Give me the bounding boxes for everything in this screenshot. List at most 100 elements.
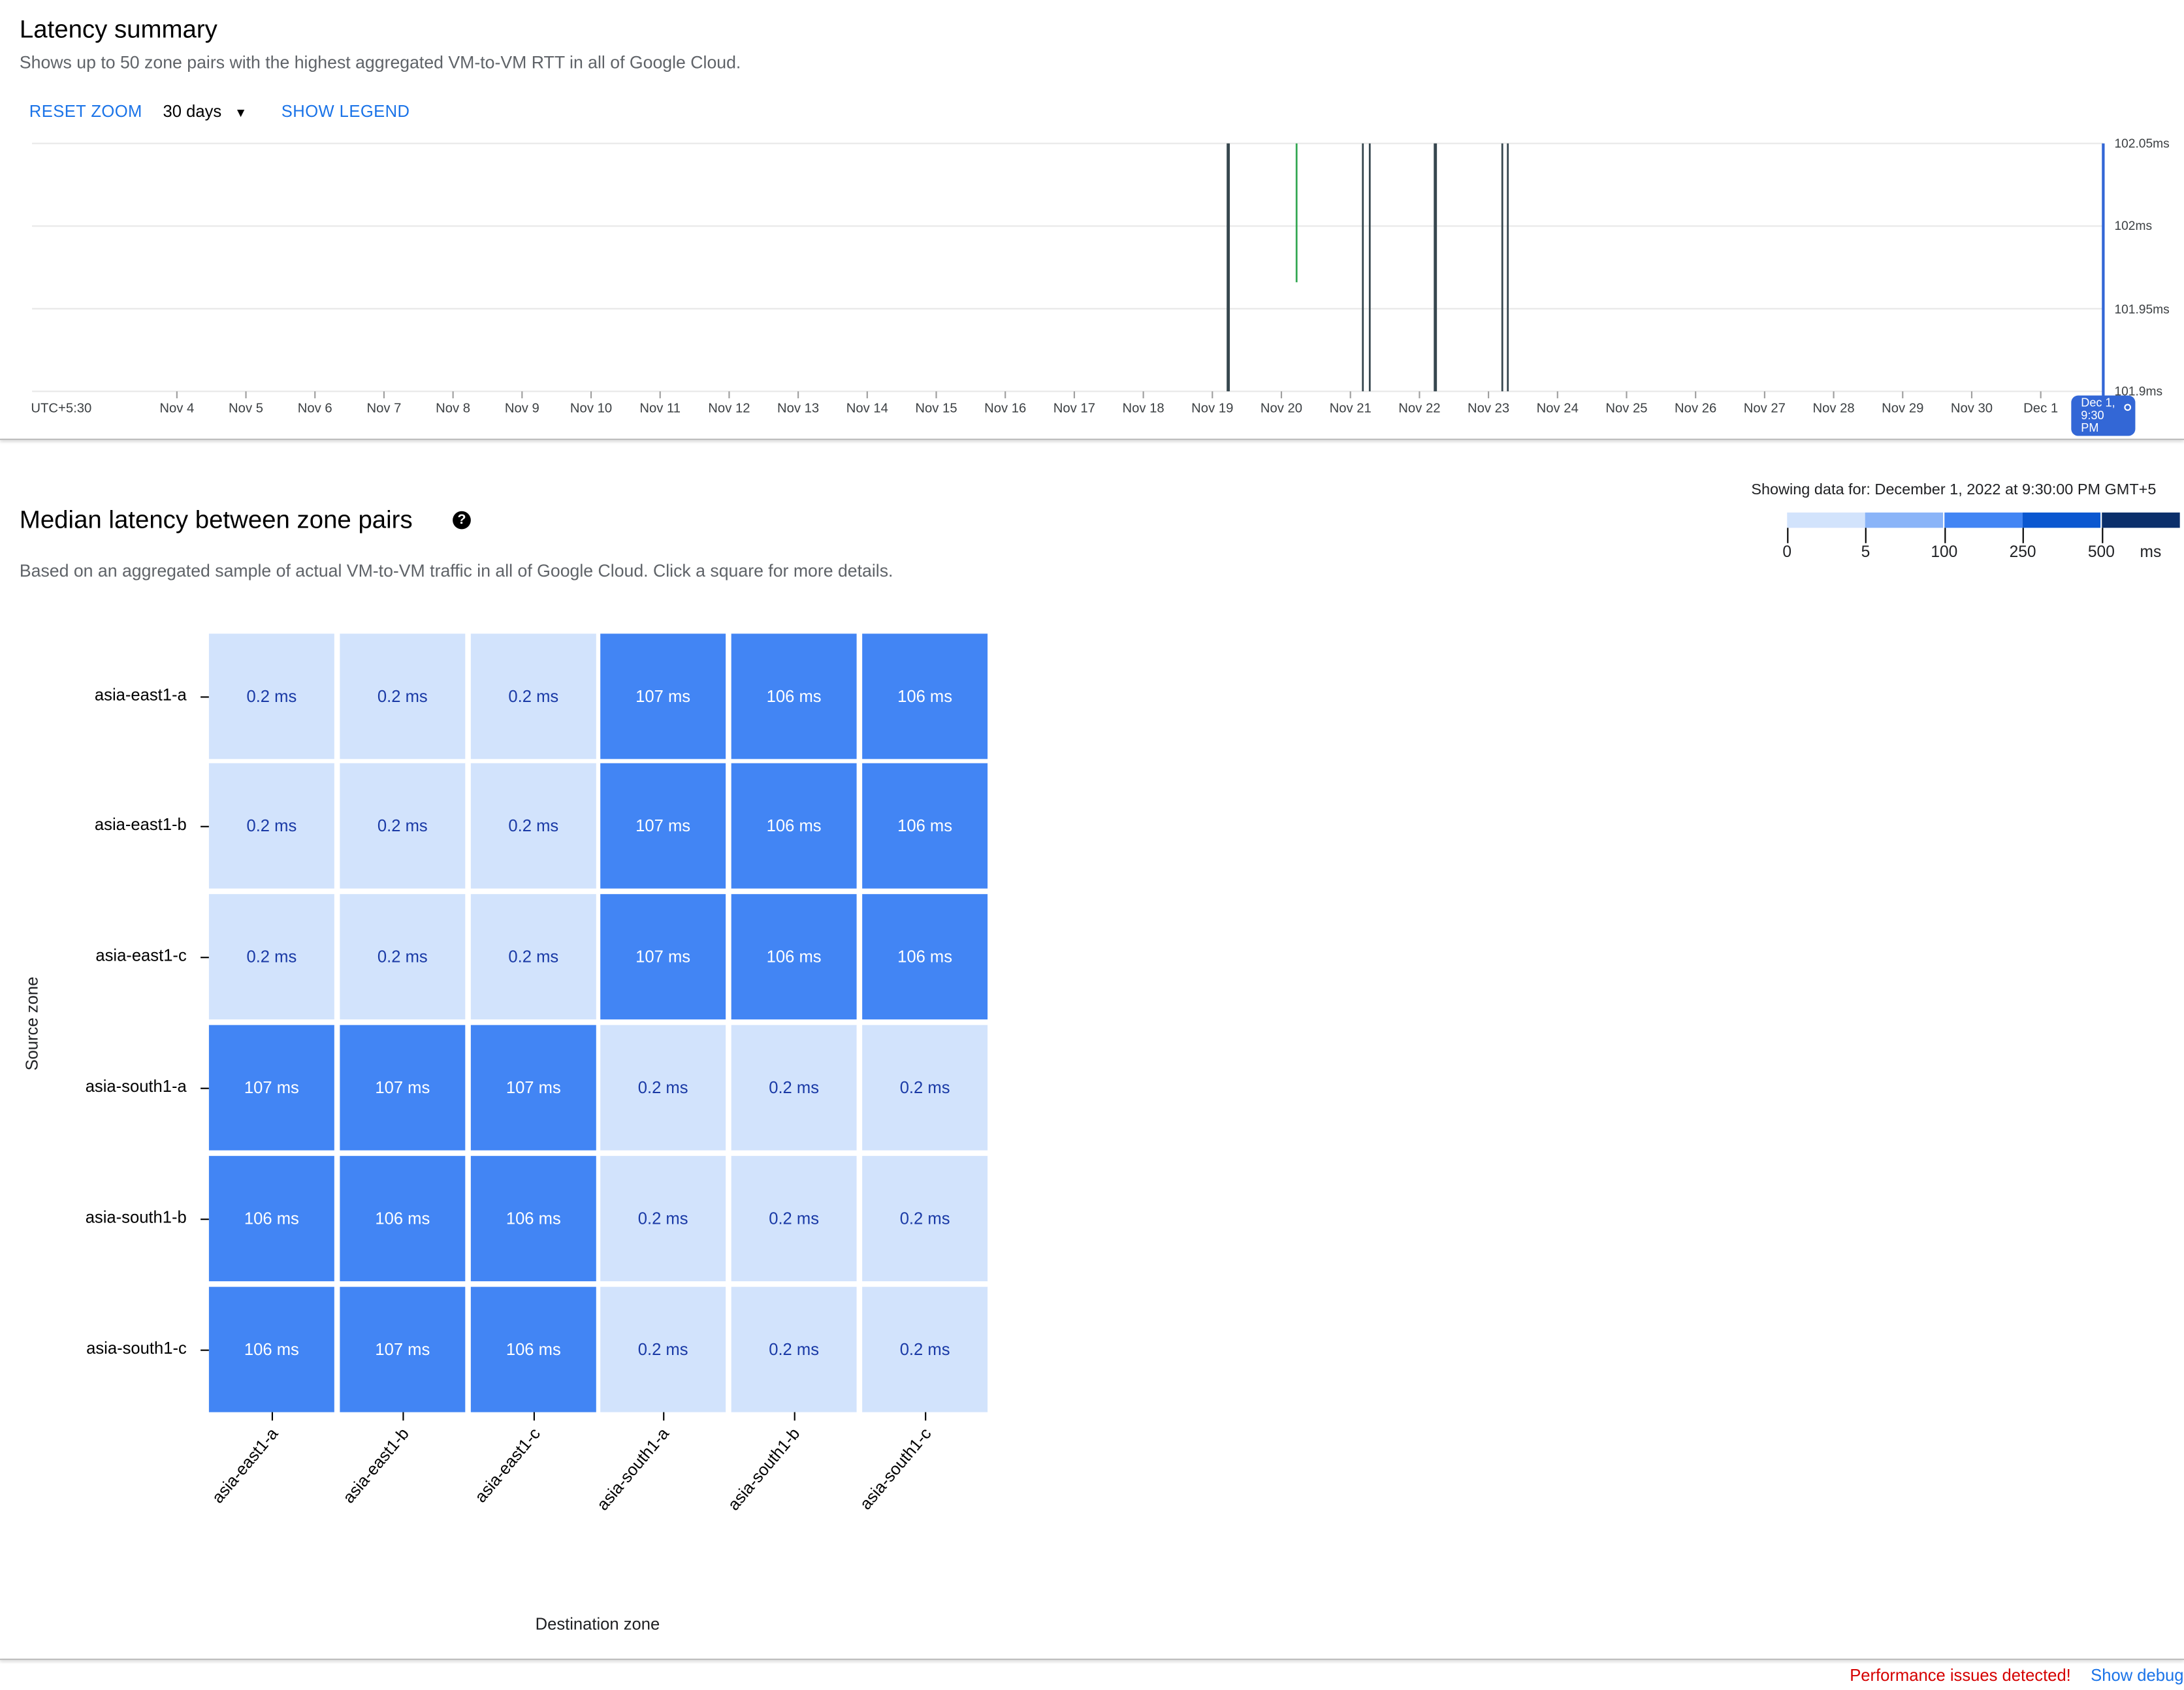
x-tick-label: Nov 6 <box>297 401 332 417</box>
legend-tick <box>1865 528 1867 543</box>
heatmap-cell[interactable]: 106 ms <box>470 1286 596 1412</box>
range-dropdown[interactable]: 30 days ▼ <box>163 102 248 121</box>
row-label: asia-east1-c <box>95 946 187 965</box>
heatmap-cell[interactable]: 106 ms <box>862 633 988 759</box>
x-tick-label: Nov 25 <box>1605 401 1648 417</box>
row-tick <box>201 1219 209 1220</box>
column-label: asia-south1-b <box>724 1424 805 1514</box>
heatmap-cell[interactable]: 106 ms <box>731 894 857 1020</box>
row-label: asia-south1-a <box>85 1076 187 1096</box>
heatmap-cell[interactable]: 107 ms <box>208 1025 334 1151</box>
heatmap-cell[interactable]: 0.2 ms <box>208 763 334 889</box>
legend-label: 100 <box>1931 544 1958 562</box>
y-tick-label: 101.9ms <box>2114 384 2163 398</box>
row-tick <box>201 1087 209 1089</box>
x-tick-label: Nov 12 <box>708 401 750 417</box>
heatmap-cell[interactable]: 0.2 ms <box>470 763 596 889</box>
x-tick-label: Nov 27 <box>1743 401 1786 417</box>
heatmap-cell[interactable]: 0.2 ms <box>470 633 596 759</box>
heatmap-cell[interactable]: 0.2 ms <box>731 1156 857 1282</box>
heatmap-cell[interactable]: 107 ms <box>600 894 726 1020</box>
show-debug-link[interactable]: Show debug p <box>2091 1665 2184 1685</box>
heatmap-cell[interactable]: 107 ms <box>600 633 726 759</box>
heatmap-cell[interactable]: 106 ms <box>862 763 988 889</box>
x-tick-label: Dec 1 <box>2023 401 2059 417</box>
heatmap-cell[interactable]: 0.2 ms <box>731 1286 857 1412</box>
legend-swatch <box>1944 512 2023 528</box>
performance-warning: Performance issues detected! <box>1850 1665 2071 1685</box>
heatmap-cell[interactable]: 107 ms <box>340 1286 466 1412</box>
cursor-time-label: Dec 1, 9:30 PM <box>2081 395 2115 435</box>
x-tick-label: Nov 4 <box>159 401 195 417</box>
x-tick-label: Nov 24 <box>1536 401 1579 417</box>
column-tick <box>925 1412 927 1421</box>
heatmap-cell[interactable]: 0.2 ms <box>862 1156 988 1282</box>
help-icon[interactable]: ? <box>453 511 471 530</box>
x-tick-label: Nov 13 <box>777 401 820 417</box>
column-label: asia-east1-b <box>338 1424 413 1507</box>
reset-zoom-button[interactable]: RESET ZOOM <box>29 101 142 121</box>
heatmap-cell[interactable]: 106 ms <box>470 1156 596 1282</box>
legend-label: 5 <box>1861 544 1871 562</box>
legend-swatch <box>1865 512 1944 528</box>
heatmap-cell[interactable]: 0.2 ms <box>731 1025 857 1151</box>
legend-swatch <box>2023 512 2101 528</box>
heatmap-cell[interactable]: 106 ms <box>208 1156 334 1282</box>
showing-data-for: Showing data for: December 1, 2022 at 9:… <box>1751 481 2157 499</box>
matrix-description: Based on an aggregated sample of actual … <box>19 561 893 581</box>
column-tick <box>533 1412 535 1421</box>
show-legend-button[interactable]: SHOW LEGEND <box>281 101 410 121</box>
heatmap-cell[interactable]: 0.2 ms <box>208 894 334 1020</box>
row-tick <box>201 696 209 698</box>
row-tick <box>201 825 209 827</box>
x-tick-label: Nov 14 <box>846 401 888 417</box>
heatmap-cell[interactable]: 107 ms <box>600 763 726 889</box>
x-tick-label: Nov 5 <box>229 401 263 417</box>
heatmap-cell[interactable]: 0.2 ms <box>470 894 596 1020</box>
heatmap-cell[interactable]: 0.2 ms <box>208 633 334 759</box>
heatmap-cell[interactable]: 107 ms <box>340 1025 466 1151</box>
caret-down-icon: ▼ <box>234 106 248 120</box>
row-tick <box>201 957 209 959</box>
heatmap-cell[interactable]: 106 ms <box>208 1286 334 1412</box>
x-tick-label: Nov 11 <box>639 401 681 417</box>
heatmap-cell[interactable]: 0.2 ms <box>340 894 466 1020</box>
x-tick-label: Nov 26 <box>1675 401 1717 417</box>
y-tick-label: 101.95ms <box>2114 302 2170 316</box>
heatmap-cell[interactable]: 0.2 ms <box>600 1286 726 1412</box>
heatmap-cell[interactable]: 0.2 ms <box>862 1286 988 1412</box>
column-tick <box>271 1412 274 1421</box>
column-label: asia-south1-c <box>856 1424 935 1514</box>
column-label: asia-south1-a <box>593 1424 673 1514</box>
column-label: asia-east1-a <box>208 1424 282 1507</box>
heatmap-cell[interactable]: 106 ms <box>731 763 857 889</box>
latency-timeseries-chart[interactable] <box>0 133 2184 446</box>
section-divider <box>0 438 2184 440</box>
y-tick-label: 102.05ms <box>2114 136 2170 151</box>
row-label: asia-east1-b <box>94 814 187 835</box>
column-tick <box>402 1412 404 1421</box>
heatmap-cell[interactable]: 106 ms <box>731 633 857 759</box>
legend-tick <box>2101 528 2103 543</box>
column-label: asia-east1-c <box>470 1424 544 1507</box>
heatmap-cell[interactable]: 0.2 ms <box>862 1025 988 1151</box>
legend-tick <box>2023 528 2025 543</box>
row-tick <box>201 1349 209 1351</box>
row-label: asia-east1-a <box>94 685 187 705</box>
matrix-title: Median latency between zone pairs <box>19 505 413 534</box>
heatmap-cell[interactable]: 106 ms <box>340 1156 466 1282</box>
heatmap-cell[interactable]: 107 ms <box>470 1025 596 1151</box>
heatmap-cell[interactable]: 0.2 ms <box>600 1025 726 1151</box>
heatmap-cell[interactable]: 0.2 ms <box>340 633 466 759</box>
cursor-handle-icon <box>2124 404 2132 411</box>
x-tick-label: Nov 7 <box>366 401 402 417</box>
legend-tick <box>1944 528 1946 543</box>
cursor-time-badge[interactable]: Dec 1, 9:30 PM <box>2071 395 2136 436</box>
heatmap-cell[interactable]: 106 ms <box>862 894 988 1020</box>
y-tick-label: 102ms <box>2114 219 2153 233</box>
legend-label: 250 <box>2009 544 2036 562</box>
latency-summary-title: Latency summary <box>19 15 217 44</box>
heatmap-cell[interactable]: 0.2 ms <box>340 763 466 889</box>
heatmap-cell[interactable]: 0.2 ms <box>600 1156 726 1282</box>
x-tick-label: Nov 17 <box>1053 401 1095 417</box>
